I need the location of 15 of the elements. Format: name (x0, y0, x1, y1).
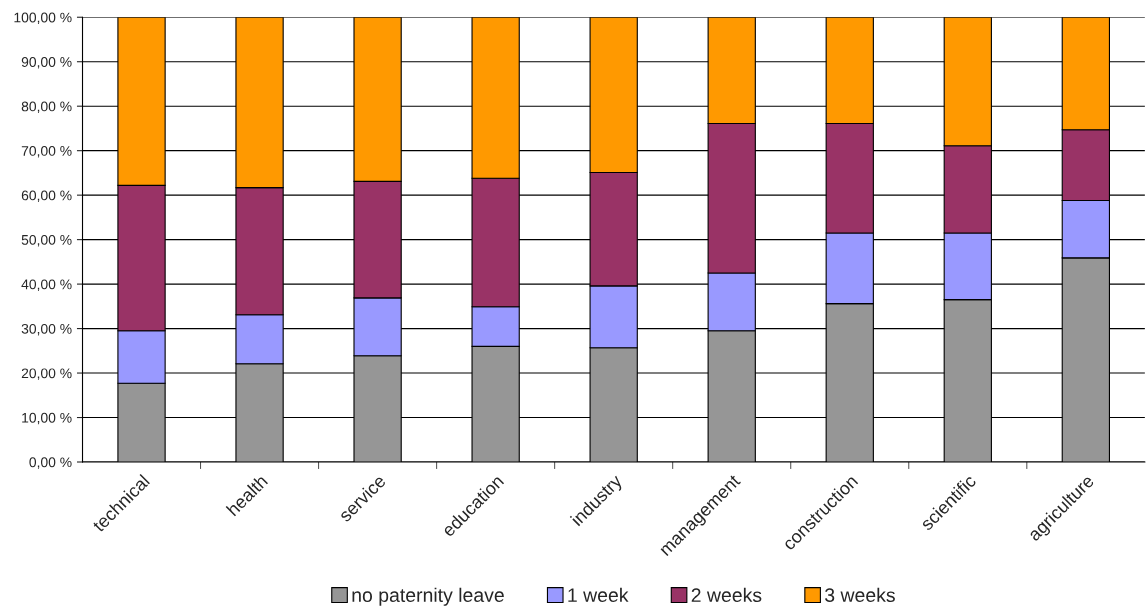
y-tick-label: 40,00 % (21, 279, 72, 291)
y-tick-label: 90,00 % (21, 57, 72, 69)
legend-label: 2 weeks (691, 587, 762, 603)
y-tick-label: 30,00 % (21, 323, 72, 336)
y-tick-label: 50,00 % (21, 234, 72, 247)
y-tick-label: 20,00 % (21, 368, 72, 380)
y-tick-label: 100,00 % (14, 12, 72, 25)
y-tick-label: 70,00 % (21, 146, 72, 158)
y-tick-label: 0,00 % (29, 457, 72, 469)
legend-label: 3 weeks (825, 587, 895, 603)
y-tick-label: 10,00 % (22, 412, 72, 425)
legend-label: no paternity leave (352, 587, 504, 606)
legend-label: 1 week (568, 587, 629, 603)
y-tick-label: 80,00 % (21, 101, 72, 114)
y-tick-label: 60,00 % (21, 190, 72, 202)
